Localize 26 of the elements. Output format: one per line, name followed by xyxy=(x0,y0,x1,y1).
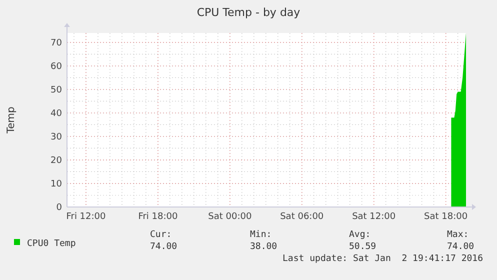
y-tick-label: 70 xyxy=(50,38,62,48)
chart-title: CPU Temp - by day xyxy=(196,6,301,19)
x-tick-label: Sat 12:00 xyxy=(352,212,396,222)
text: 50.59 xyxy=(349,242,376,252)
y-tick-label: 30 xyxy=(50,132,62,142)
y-tick-label: 40 xyxy=(50,108,62,119)
text: Last update: Sat Jan 2 19:41:17 2016 xyxy=(282,254,483,264)
x-tick-label: Sat 06:00 xyxy=(280,212,324,222)
text: 74.00 xyxy=(150,242,178,252)
x-tick-label: Sat 18:00 xyxy=(424,212,468,222)
y-tick-label: 20 xyxy=(50,156,62,166)
x-tick-label: Fri 18:00 xyxy=(138,212,178,222)
y-tick-label: 50 xyxy=(50,85,62,96)
x-tick-label: Fri 12:00 xyxy=(66,212,106,222)
y-axis-title: Temp xyxy=(6,106,17,134)
text: Min: xyxy=(250,230,272,240)
text: Cur: xyxy=(150,230,172,240)
text: 38.00 xyxy=(250,242,278,252)
y-tick-label: 0 xyxy=(56,203,62,213)
text: Avg: xyxy=(349,230,371,240)
text: 74.00 xyxy=(447,242,474,252)
y-tick-label: 60 xyxy=(50,62,62,72)
text: Max: xyxy=(447,230,469,240)
x-tick-label: Sat 00:00 xyxy=(208,212,252,222)
legend-label: CPU0 Temp xyxy=(27,239,76,249)
y-tick-label: 10 xyxy=(50,179,62,190)
